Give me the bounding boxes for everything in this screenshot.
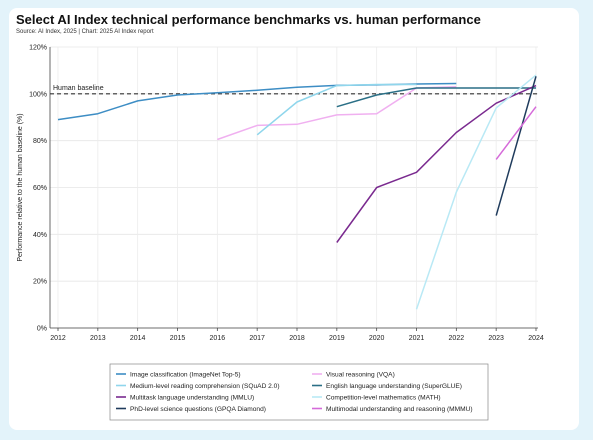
y-tick-label: 40% [33, 232, 47, 239]
x-tick-label: 2021 [409, 335, 425, 342]
y-axis-label: Performance relative to the human baseli… [17, 113, 24, 261]
x-tick-label: 2022 [449, 335, 465, 342]
series-line-7 [495, 76, 537, 216]
y-tick-label: 0% [37, 326, 47, 333]
series-line-6 [415, 74, 537, 310]
legend-box [109, 363, 489, 421]
chart-title: Select AI Index technical performance be… [16, 12, 481, 27]
x-tick-label: 2012 [50, 335, 66, 342]
x-tick-label: 2018 [289, 335, 305, 342]
y-tick-label: 80% [33, 138, 47, 145]
human-baseline-label: Human baseline [53, 85, 104, 92]
x-tick-label: 2014 [130, 335, 146, 342]
series-line-5 [336, 84, 537, 243]
x-tick-label: 2023 [488, 335, 504, 342]
legend-entry: Image classification (ImageNet Top-5) [130, 371, 241, 378]
legend-entry: Medium-level reading comprehension (SQuA… [130, 383, 280, 390]
legend-entry: Competition-level mathematics (MATH) [326, 394, 441, 401]
x-tick-label: 2016 [210, 335, 226, 342]
series-line-3 [256, 83, 417, 136]
legend-entry: Multitask language understanding (MMLU) [130, 394, 254, 401]
x-tick-label: 2017 [249, 335, 265, 342]
y-tick-label: 120% [29, 45, 47, 52]
y-tick-label: 60% [33, 185, 47, 192]
chart-card [9, 8, 579, 430]
series-line-8 [495, 106, 537, 160]
x-tick-label: 2015 [170, 335, 186, 342]
x-tick-label: 2019 [329, 335, 345, 342]
x-tick-label: 2024 [528, 335, 544, 342]
series-line-4 [336, 87, 536, 108]
legend-entry: Multimodal understanding and reasoning (… [326, 406, 473, 413]
y-tick-label: 20% [33, 279, 47, 286]
legend-entry: PhD-level science questions (GPQA Diamon… [130, 406, 266, 413]
y-tick-label: 100% [29, 91, 47, 98]
legend-entry: Visual reasoning (VQA) [326, 371, 395, 378]
legend-entry: English language understanding (SuperGLU… [326, 383, 462, 390]
x-tick-label: 2013 [90, 335, 106, 342]
chart-source: Source: AI Index, 2025 | Chart: 2025 AI … [16, 29, 154, 35]
x-tick-label: 2020 [369, 335, 385, 342]
